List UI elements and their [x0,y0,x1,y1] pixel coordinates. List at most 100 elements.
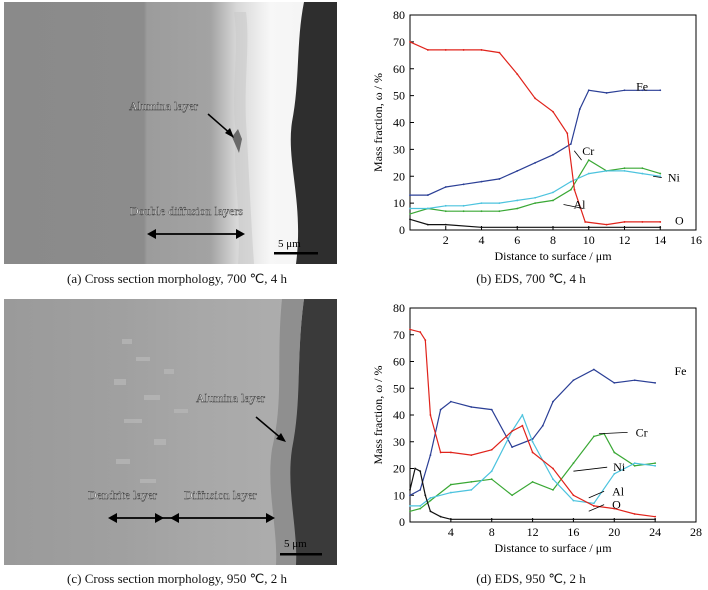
data-point-fe [572,379,575,382]
data-point-o [552,226,554,229]
data-point-ni [654,464,657,467]
data-point-al [531,451,534,454]
data-point-fe [409,494,411,497]
x-tick-label: 6 [514,233,520,247]
data-point-ni [552,478,554,481]
data-point-al [444,49,447,51]
data-point-al [572,494,575,497]
data-point-cr [534,202,537,205]
data-point-o [426,223,429,226]
data-point-ni [444,204,447,207]
data-point-cr [511,494,514,497]
data-point-al [511,430,514,432]
y-tick-label: 40 [393,116,405,130]
data-point-al [424,339,427,341]
data-point-al [521,424,524,427]
data-point-fe [633,379,636,382]
data-point-cr [552,489,554,491]
data-point-al [659,221,662,223]
series-leader-line [588,490,605,499]
data-point-ni [531,440,534,443]
data-point-cr [498,210,501,213]
data-point-fe [409,194,411,196]
data-point-ni [498,202,501,205]
data-point-fe [429,454,432,457]
data-point-ni [449,491,452,494]
data-point-fe [552,400,554,403]
data-point-ni [409,207,411,210]
data-point-fe [654,382,657,384]
chart-b-svg: 0 10 20 30 40 50 60 70 80 2 4 6 8 10 12 14 16 Distance to… [371,8,702,263]
data-point-al [409,40,411,43]
data-point-fe [592,368,595,371]
data-point-o [516,226,519,229]
data-point-o [439,515,442,518]
data-point-ni [462,204,465,207]
caption-b: (b) EDS, 700 ℃, 4 h [476,271,586,286]
data-point-cr [419,507,422,510]
data-point-ni [569,180,572,183]
data-point-al [552,467,554,470]
data-point-ni [516,199,519,202]
data-point-ni [572,499,575,502]
data-point-o [572,518,575,521]
data-point-o [623,226,626,229]
series-leader-line [598,432,628,435]
data-point-ni [641,172,644,175]
data-point-al [449,451,452,454]
x-tick-label: 12 [527,525,539,539]
data-point-ni [480,202,483,205]
data-point-ni [587,172,590,175]
data-point-o [409,489,411,491]
series-leader-line [573,150,582,161]
series-line-o [409,467,656,520]
data-point-fe [641,89,644,92]
data-point-ni [490,470,493,473]
series-leader-line [563,204,584,209]
data-point-o [587,226,590,229]
series-label-fe: Fe [674,364,686,378]
chart-d-svg: 0 10 20 30 40 50 60 70 80 4 8 12 16 20 24 28 Distance to… [371,301,702,555]
data-point-cr [462,210,465,213]
y-tick-label: 0 [399,515,405,529]
data-point-o [429,510,432,513]
data-point-ni [534,196,537,199]
data-point-cr [654,462,657,465]
sem-a-double-label: Double diffusion layers [130,204,243,218]
data-point-fe [498,178,501,180]
sem-a-scalebar [274,252,318,255]
data-point-cr [490,478,493,481]
data-point-o [531,518,534,521]
data-point-fe [470,406,473,408]
x-tick-label: 8 [489,525,495,539]
data-point-ni [409,505,411,507]
data-point-ni [659,175,662,178]
y-tick-label: 70 [393,328,405,342]
data-point-ni [613,472,616,475]
data-point-fe [419,489,422,491]
data-point-al [584,221,587,223]
y-tick-label: 30 [393,142,405,156]
data-point-ni [623,169,626,172]
data-point-cr [641,167,644,170]
sem-image-a: Alumina layer Double diffusion layers 5 … [4,2,337,264]
series-label-fe: Fe [636,79,648,93]
data-point-ni [592,502,595,505]
data-point-cr [572,462,575,465]
series-line-o [409,218,661,228]
data-point-o [480,226,483,229]
data-point-cr [480,210,483,213]
data-point-o [654,518,657,521]
y-tick-label: 80 [393,301,405,315]
data-point-fe [613,382,616,384]
data-point-o [444,223,447,226]
data-point-al [566,132,569,135]
caption-a: (a) Cross section morphology, 700 ℃, 4 h [67,271,287,286]
sem-c-dendrite-label: Dendrite layer [88,488,157,502]
series-label-o: O [675,214,684,228]
x-tick-label: 20 [608,525,620,539]
data-point-cr [592,435,595,438]
y-tick-label: 20 [393,169,405,183]
data-point-fe [659,89,662,92]
data-point-cr [409,212,411,215]
